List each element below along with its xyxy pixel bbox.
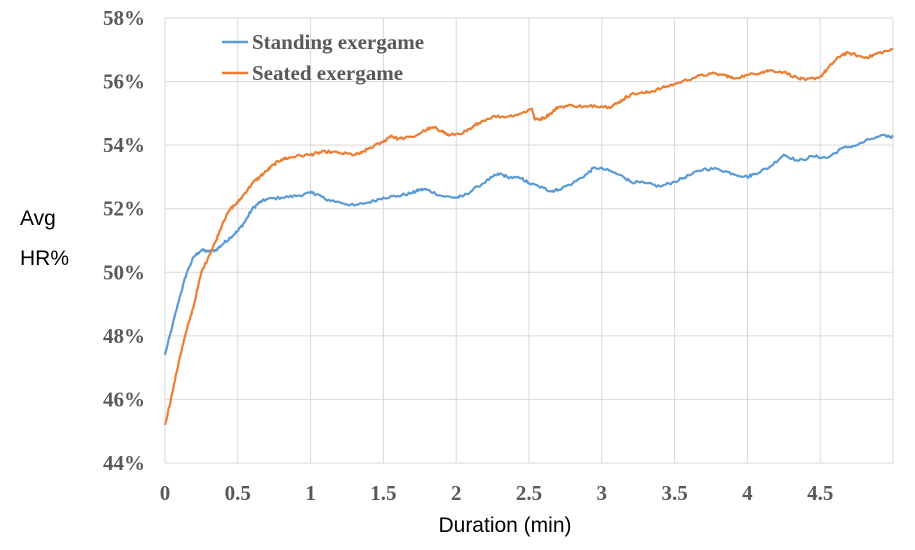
y-tick-label: 54%	[103, 133, 145, 157]
y-axis-title-line-1: Avg	[20, 207, 56, 230]
x-tick-label: 2	[451, 481, 462, 505]
legend-label: Seated exergame	[252, 61, 403, 85]
x-axis-tick-labels: 0 0.5 1 1.5 2 2.5 3 3.5 4 4.5	[160, 481, 834, 505]
y-tick-label: 52%	[103, 197, 145, 221]
y-tick-label: 56%	[103, 70, 145, 94]
x-tick-label: 4	[742, 481, 753, 505]
x-axis-title: Duration (min)	[438, 514, 571, 537]
x-tick-label: 3	[597, 481, 608, 505]
x-tick-label: 0	[160, 481, 171, 505]
series-lines	[163, 47, 894, 426]
x-tick-label: 4.5	[807, 481, 833, 505]
series-line	[163, 133, 894, 356]
x-tick-label: 3.5	[661, 481, 687, 505]
y-axis-tick-labels: 44% 46% 48% 50% 52% 54% 56% 58%	[103, 6, 145, 475]
series-line	[163, 47, 894, 426]
y-axis-title-line-2: HR%	[20, 247, 69, 270]
y-tick-label: 58%	[103, 6, 145, 30]
legend-label: Standing exergame	[252, 30, 424, 54]
x-tick-label: 1.5	[370, 481, 396, 505]
y-tick-label: 46%	[103, 387, 145, 411]
legend: Standing exergame Seated exergame	[222, 30, 424, 85]
x-tick-label: 1	[305, 481, 316, 505]
x-tick-label: 0.5	[225, 481, 251, 505]
y-tick-label: 48%	[103, 324, 145, 348]
gridlines	[164, 17, 894, 464]
y-tick-label: 44%	[103, 451, 145, 475]
y-tick-label: 50%	[103, 260, 145, 284]
x-tick-label: 2.5	[516, 481, 542, 505]
